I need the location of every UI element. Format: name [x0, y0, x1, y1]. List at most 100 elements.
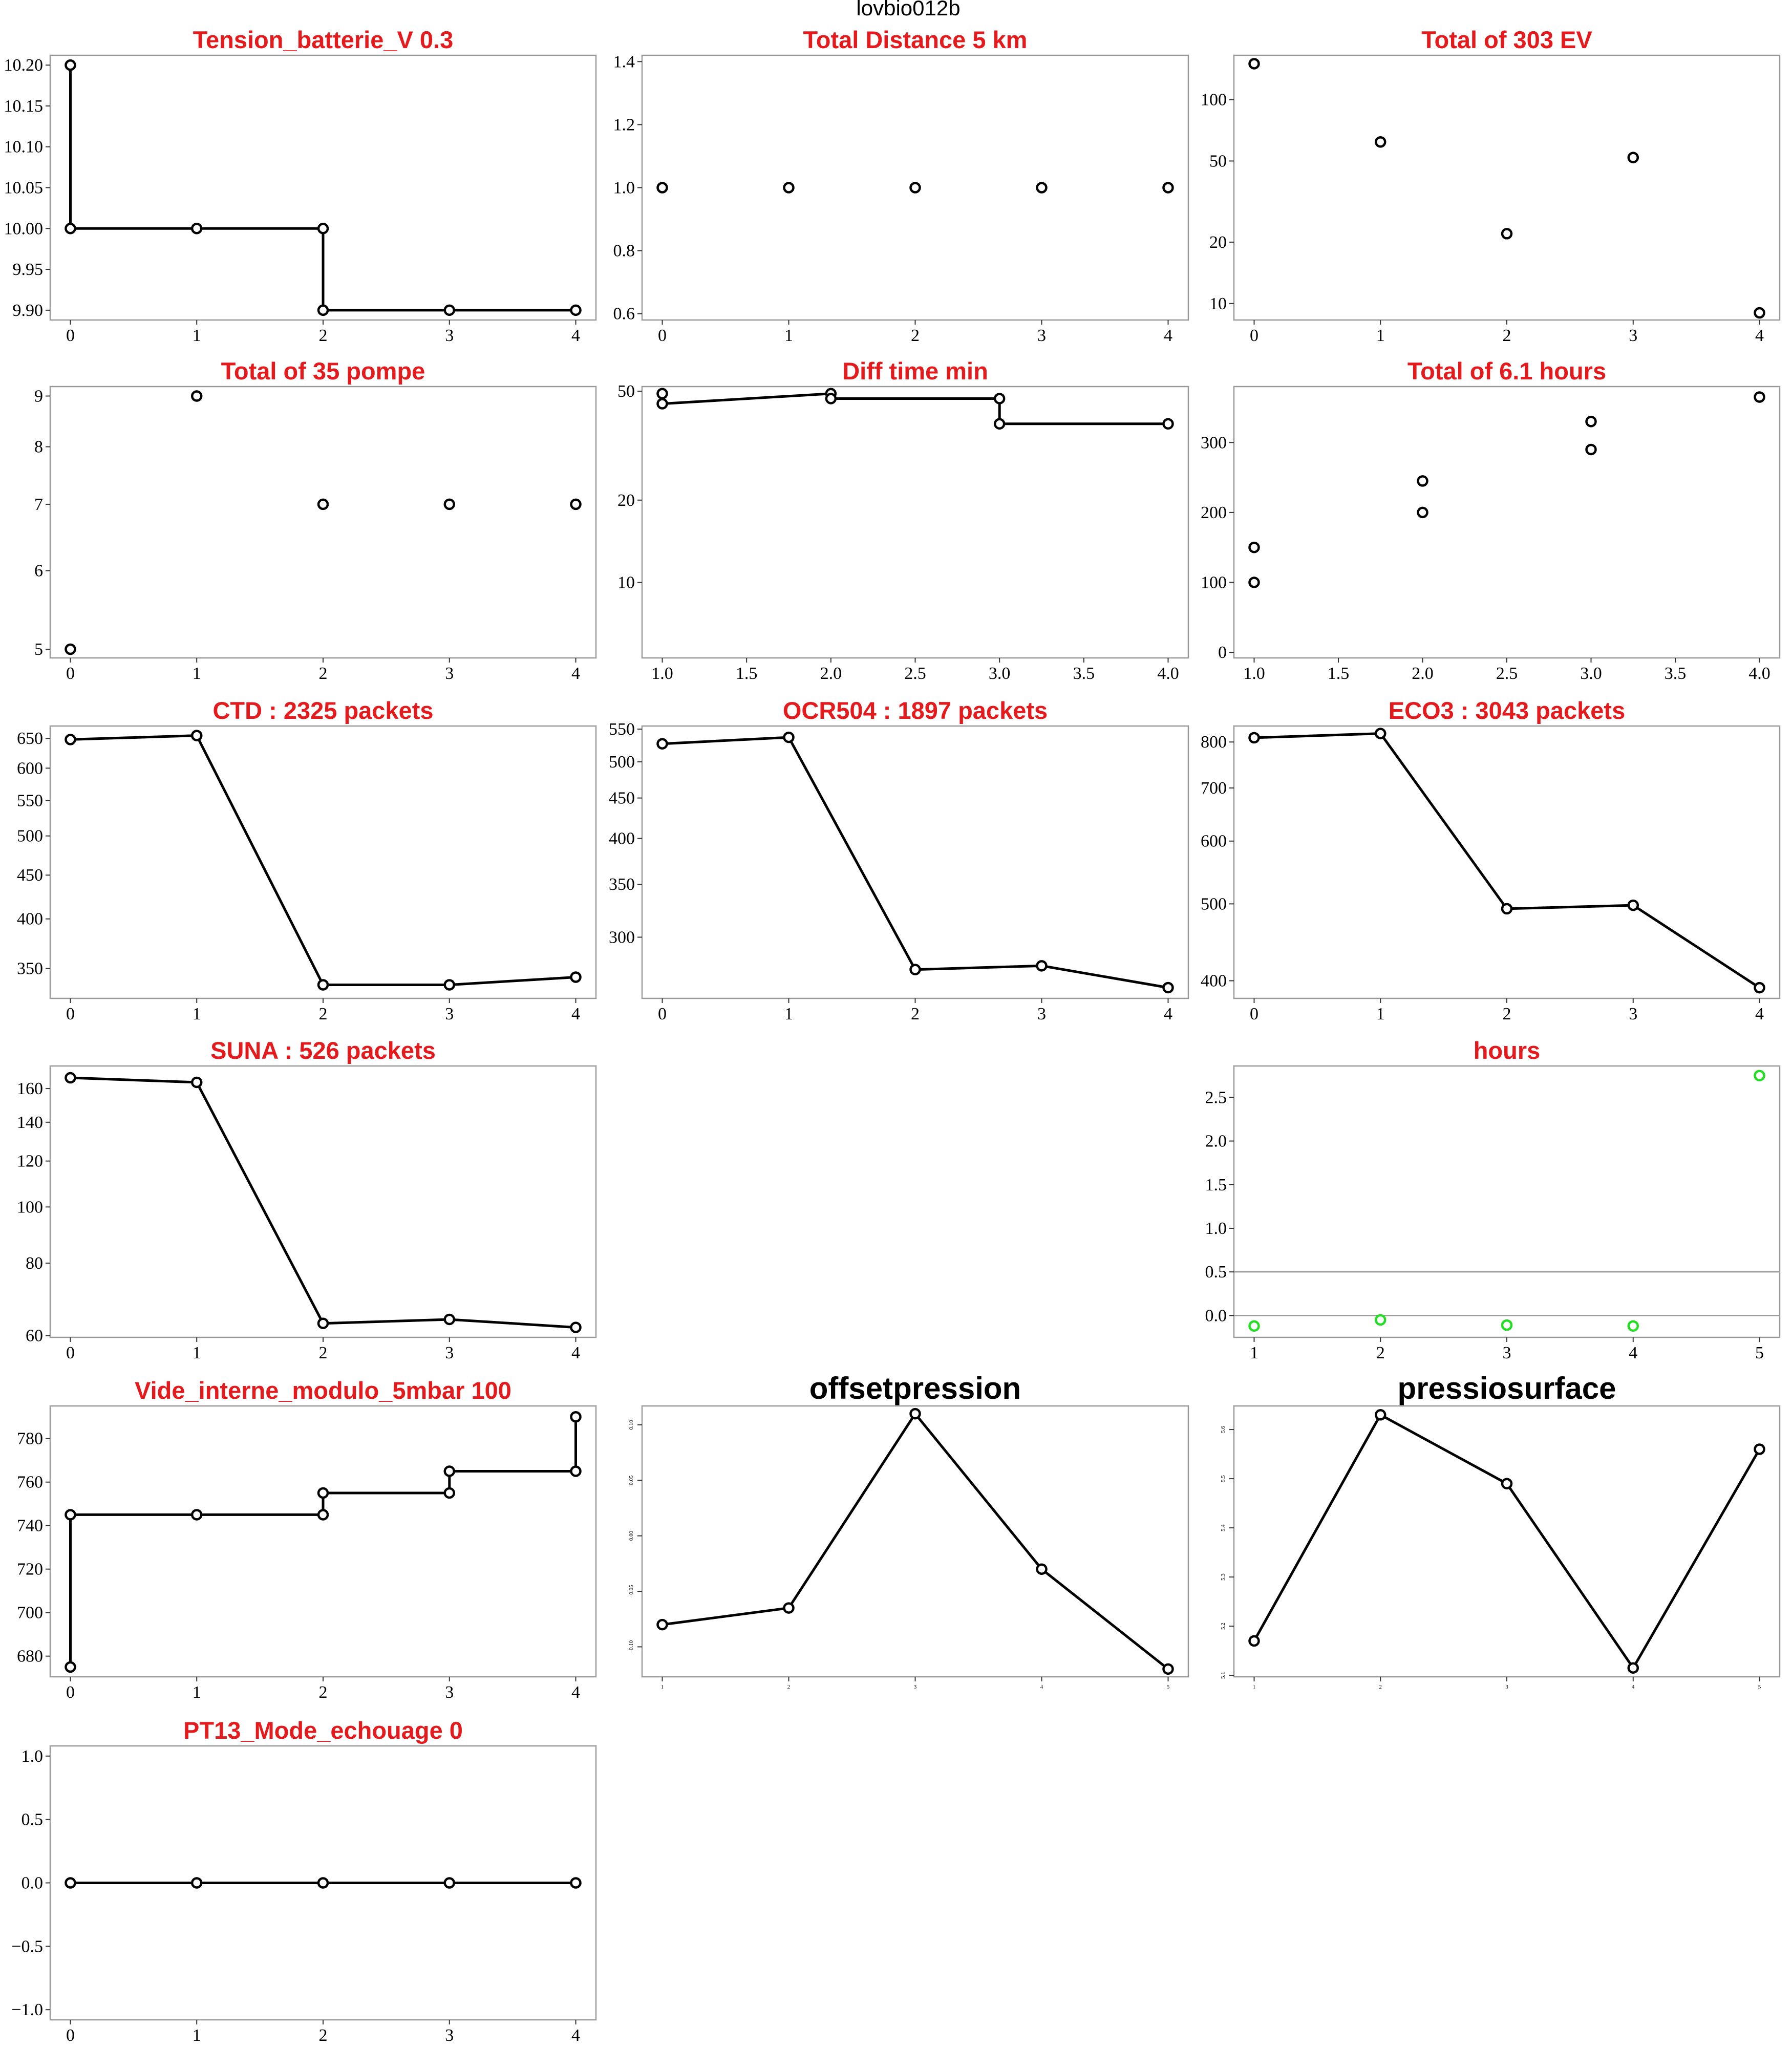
x-tick-label: 4 — [571, 326, 580, 345]
data-point — [1585, 443, 1597, 456]
y-tick-label: 780 — [17, 1430, 43, 1448]
y-tick-label: 5.1 — [1220, 1672, 1226, 1679]
data-point — [570, 498, 582, 510]
subplot-1: Tension_batterie_V 0.3 0 1 2 3 4 9.90 9.95 10.00… — [4, 26, 597, 345]
data-point — [570, 971, 582, 983]
x-tick-label: 0 — [66, 1683, 75, 1702]
y-tick-label: 0.5 — [1205, 1263, 1227, 1282]
y-tick-label: 500 — [17, 827, 43, 846]
x-tick-label: 1 — [661, 1684, 664, 1690]
subplot-16: PT13_Mode_echouage 0 0 1 2 3 4 −1.0 −0.5 0.0 0.5 1… — [11, 1717, 597, 2045]
x-tick-label: 4 — [571, 1005, 580, 1023]
x-tick-label: 0 — [66, 2026, 75, 2045]
data-point — [1374, 1314, 1386, 1326]
data-point — [65, 734, 76, 745]
y-tick-label: 80 — [26, 1254, 43, 1273]
y-tick-label: 100 — [1201, 91, 1227, 110]
series-line — [662, 736, 1168, 989]
data-point — [317, 1877, 329, 1889]
data-point — [65, 1661, 76, 1673]
x-tick-label: 3 — [445, 2026, 454, 2045]
x-tick-label: 3 — [445, 1343, 454, 1362]
subplot-title: PT13_Mode_echouage 0 — [183, 1717, 463, 1744]
y-tick-label: 450 — [17, 866, 43, 885]
x-tick-label: 1 — [1253, 1684, 1256, 1690]
y-tick-label: 400 — [609, 829, 635, 848]
y-tick-label: 800 — [1201, 733, 1227, 752]
x-tick-label: 2 — [319, 1005, 328, 1023]
data-point — [317, 1509, 329, 1521]
x-tick-label: 2 — [319, 1343, 328, 1362]
y-tick-label: 60 — [26, 1327, 43, 1346]
data-point — [1627, 899, 1639, 911]
subplot-5: Diff time min 1.0 1.5 2.0 2.5 3.0 3.5 4.0 10 20 50 — [617, 357, 1189, 683]
data-point — [1248, 577, 1260, 588]
axes-frame — [49, 725, 597, 999]
data-point — [570, 304, 582, 316]
x-tick-label: 2 — [1503, 1005, 1511, 1023]
x-tick-label: 4.0 — [1748, 664, 1770, 683]
y-tick-label: 5 — [34, 640, 43, 659]
y-tick-label: 5.5 — [1220, 1475, 1226, 1482]
data-point — [1754, 982, 1765, 994]
y-tick-label: 300 — [1201, 433, 1227, 452]
data-point — [65, 59, 76, 71]
axes-frame — [49, 386, 597, 659]
subplot-title: offsetpression — [809, 1371, 1021, 1405]
y-tick-label: 9.90 — [13, 301, 44, 320]
data-point — [1162, 982, 1174, 994]
x-tick-label: 3 — [445, 326, 454, 345]
y-tick-label: 20 — [617, 491, 635, 510]
x-tick-label: 2 — [1376, 1343, 1385, 1362]
y-tick-label: 10 — [617, 573, 635, 592]
data-point — [443, 304, 456, 316]
y-tick-label: 300 — [609, 928, 635, 947]
y-tick-label: 9.95 — [13, 260, 44, 279]
data-point — [783, 182, 795, 194]
data-point — [1248, 732, 1260, 744]
y-tick-label: 0.5 — [22, 1810, 44, 1829]
y-tick-label: 100 — [17, 1198, 43, 1217]
data-point — [1374, 728, 1386, 739]
subplot-title: Total of 6.1 hours — [1407, 357, 1606, 385]
data-point — [656, 738, 668, 750]
subplot-title: SUNA : 526 packets — [210, 1037, 436, 1064]
x-tick-label: 1 — [193, 1005, 201, 1023]
y-tick-label: 200 — [1201, 503, 1227, 522]
x-tick-label: 1 — [784, 1005, 793, 1023]
data-point — [190, 223, 203, 234]
x-tick-label: 3 — [914, 1684, 917, 1690]
x-tick-label: 2 — [319, 664, 328, 683]
series-line — [1254, 732, 1760, 989]
x-tick-label: 1 — [784, 326, 793, 345]
x-tick-label: 0 — [1250, 1005, 1258, 1023]
x-tick-label: 2 — [319, 1683, 328, 1702]
subplot-title: hours — [1474, 1037, 1541, 1064]
data-point — [443, 979, 456, 991]
axes-frame — [641, 1405, 1189, 1678]
y-tick-label: 720 — [17, 1560, 43, 1579]
x-tick-label: 0 — [66, 326, 75, 345]
x-tick-label: 2 — [319, 326, 328, 345]
data-point — [1248, 541, 1260, 553]
subplot-9: ECO3 : 3043 packets 0 1 2 3 4 400 500 600 700 800 — [1201, 697, 1781, 1023]
data-point — [656, 388, 668, 400]
y-tick-label: 0.05 — [628, 1475, 634, 1485]
subplot-2: Total Distance 5 km 0 1 2 3 4 0.6 0.8 1.0 1.2 1.4 — [613, 26, 1189, 345]
y-tick-label: 500 — [609, 753, 635, 772]
x-tick-label: 1 — [1250, 1343, 1258, 1362]
x-tick-label: 5 — [1167, 1684, 1170, 1690]
subplot-title: ECO3 : 3043 packets — [1389, 697, 1625, 724]
y-tick-label: 20 — [1209, 233, 1227, 252]
axes-frame — [1233, 54, 1781, 321]
data-point — [1754, 1443, 1765, 1455]
data-point — [993, 418, 1006, 430]
x-tick-label: 0 — [66, 1005, 75, 1023]
x-tick-label: 3 — [1629, 326, 1637, 345]
x-tick-label: 4 — [1632, 1684, 1635, 1690]
y-tick-label: 500 — [1201, 894, 1227, 913]
y-tick-label: 1.0 — [22, 1747, 44, 1766]
subplot-title: OCR504 : 1897 packets — [783, 697, 1048, 724]
y-tick-label: −0.10 — [628, 1640, 634, 1653]
x-tick-label: 3 — [445, 1683, 454, 1702]
